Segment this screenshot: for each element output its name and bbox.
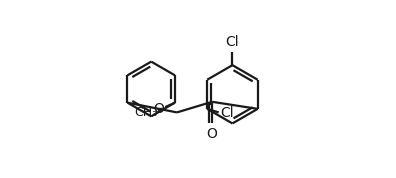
Text: Cl: Cl xyxy=(226,35,239,49)
Text: CH₃: CH₃ xyxy=(134,106,158,119)
Text: O: O xyxy=(206,127,217,141)
Text: Cl: Cl xyxy=(220,106,234,120)
Text: O: O xyxy=(153,102,164,116)
